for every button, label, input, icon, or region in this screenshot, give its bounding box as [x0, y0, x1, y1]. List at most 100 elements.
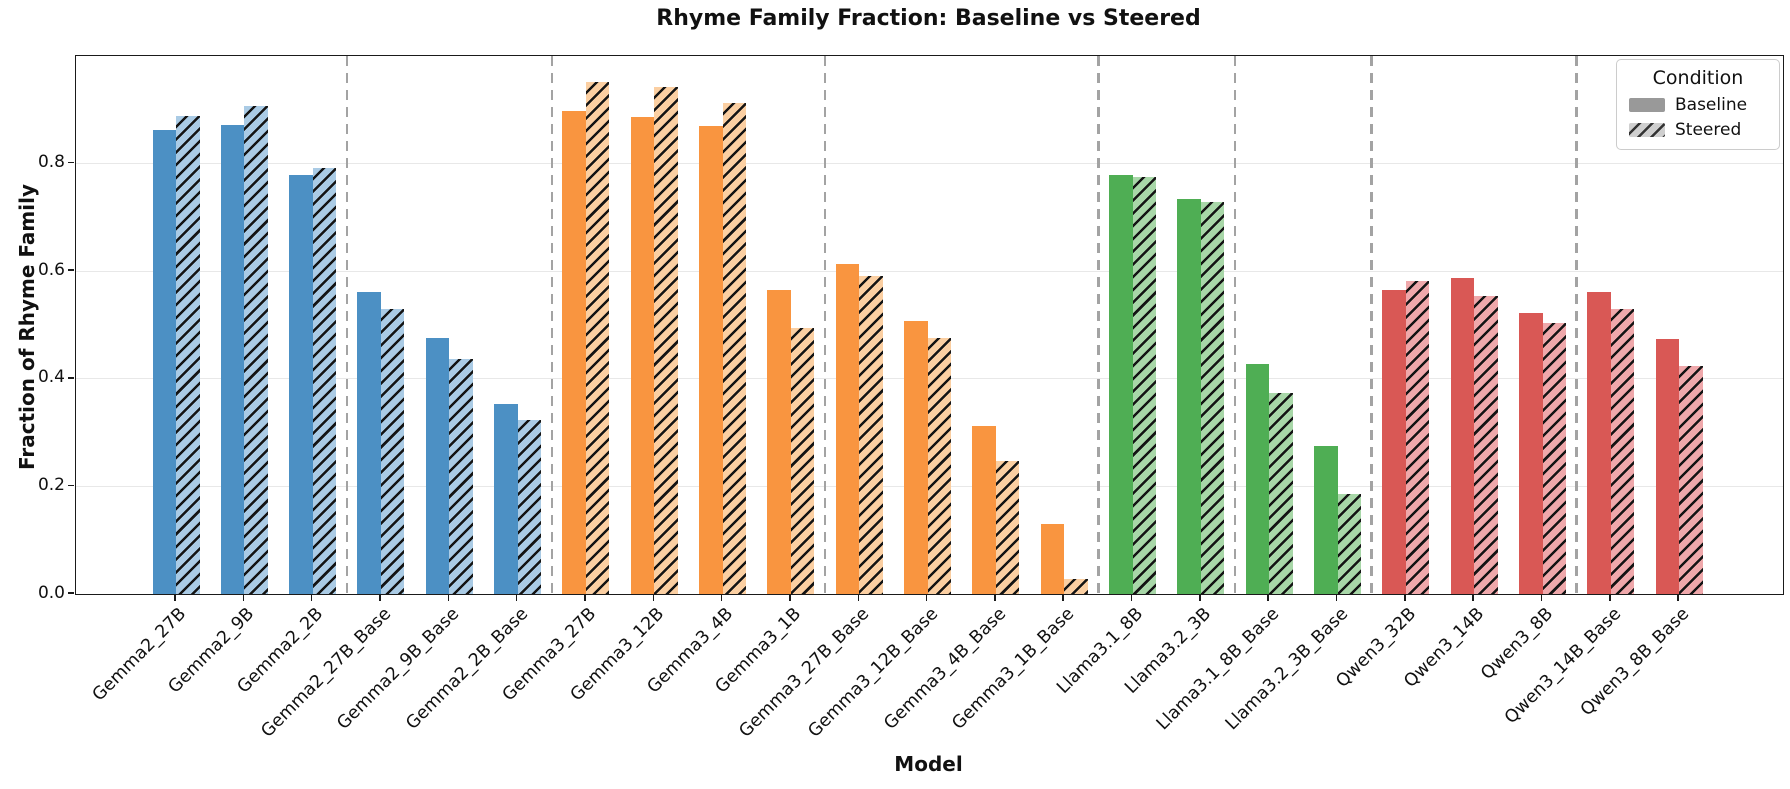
bar-baseline-Llama3.2_3B_Base: [1314, 446, 1338, 594]
x-tick-mark: [1335, 594, 1338, 601]
x-tick-mark: [1130, 594, 1133, 601]
family-separator: [1233, 56, 1237, 594]
gridline: [76, 163, 1783, 165]
family-separator: [823, 56, 827, 594]
family-separator: [1575, 56, 1579, 594]
x-tick-mark: [1199, 594, 1201, 601]
bar-baseline-Gemma3_4B_Base: [972, 425, 996, 594]
family-separator: [1370, 56, 1374, 594]
bar-baseline-Gemma2_9B: [220, 125, 245, 594]
bar-steered-Gemma3_4B_Base: [995, 461, 1020, 594]
bar-steered-Llama3.2_3B_Base: [1337, 494, 1362, 594]
bar-baseline-Gemma2_9B_Base: [425, 337, 450, 594]
legend-steered-swatch-icon: [1629, 123, 1665, 137]
legend-title: Condition: [1652, 67, 1744, 89]
bar-steered-Gemma3_12B_Base: [927, 338, 952, 594]
bar-steered-Gemma2_9B_Base: [449, 359, 473, 594]
y-tick-label: 0.0: [37, 582, 65, 603]
family-separator: [550, 56, 554, 594]
x-tick-mark: [789, 594, 791, 601]
x-tick-mark: [652, 594, 655, 601]
x-tick-mark: [1677, 594, 1680, 601]
x-tick-mark: [720, 594, 723, 601]
bar-baseline-Gemma3_1B: [767, 289, 791, 594]
bar-baseline-Gemma3_12B_Base: [904, 320, 928, 594]
bar-steered-Llama3.1_8B_Base: [1269, 392, 1293, 594]
bar-baseline-Gemma3_27B: [562, 110, 586, 594]
plot-area: Condition Baseline Steered: [75, 55, 1784, 595]
bar-baseline-Gemma2_27B_Base: [357, 292, 381, 594]
x-axis-label: Model: [894, 752, 963, 776]
bar-steered-Qwen3_32B: [1405, 281, 1430, 594]
x-tick-mark: [310, 594, 313, 601]
bar-baseline-Qwen3_14B: [1450, 277, 1475, 594]
y-tick-mark: [68, 269, 74, 271]
bar-baseline-Llama3.2_3B: [1177, 198, 1201, 594]
y-tick-label: 0.2: [37, 474, 65, 495]
x-tick-mark: [1062, 594, 1065, 601]
x-tick-mark: [925, 594, 928, 601]
bar-steered-Gemma3_12B: [654, 87, 678, 594]
bar-baseline-Gemma2_2B: [289, 174, 313, 594]
bar-baseline-Gemma2_2B_Base: [494, 403, 518, 594]
x-tick-mark: [584, 594, 586, 601]
bar-baseline-Llama3.1_8B: [1109, 174, 1133, 594]
bar-steered-Gemma3_4B: [722, 102, 747, 594]
bar-steered-Qwen3_14B_Base: [1610, 308, 1635, 594]
legend-baseline-swatch-icon: [1629, 98, 1665, 112]
x-tick-mark: [1609, 594, 1611, 601]
bar-steered-Gemma2_9B: [244, 106, 268, 594]
bar-steered-Qwen3_14B: [1474, 295, 1498, 594]
x-tick-mark: [1404, 594, 1406, 601]
x-tick-mark: [174, 594, 176, 601]
bar-baseline-Qwen3_8B_Base: [1655, 339, 1680, 594]
bar-baseline-Qwen3_8B: [1519, 313, 1543, 594]
y-tick-label: 0.8: [37, 152, 65, 173]
legend-steered-label: Steered: [1675, 120, 1742, 140]
bar-baseline-Llama3.1_8B_Base: [1245, 363, 1270, 594]
bar-baseline-Qwen3_32B: [1382, 289, 1406, 594]
y-axis-label: Fraction of Rhyme Family: [15, 184, 39, 470]
bar-steered-Gemma3_27B_Base: [859, 275, 883, 594]
gridline: [76, 270, 1783, 272]
bar-steered-Gemma3_1B_Base: [1064, 579, 1088, 594]
bar-steered-Llama3.2_3B: [1200, 201, 1225, 594]
legend-baseline-label: Baseline: [1675, 95, 1748, 115]
y-tick-mark: [68, 161, 74, 164]
x-tick-mark: [515, 594, 518, 601]
bar-baseline-Gemma3_27B_Base: [835, 263, 860, 594]
legend-entry-steered: Steered: [1629, 120, 1767, 140]
bar-steered-Qwen3_8B_Base: [1679, 366, 1703, 594]
x-tick-mark: [994, 594, 996, 601]
bar-steered-Gemma2_27B_Base: [380, 309, 405, 594]
bar-steered-Gemma2_2B: [312, 168, 337, 594]
bar-steered-Gemma3_1B: [790, 327, 815, 594]
family-separator: [1097, 56, 1100, 594]
family-separator: [345, 56, 349, 594]
x-tick-mark: [379, 594, 381, 601]
x-tick-mark: [1540, 594, 1543, 601]
bar-steered-Gemma3_27B: [585, 81, 610, 594]
legend: Condition Baseline Steered: [1616, 59, 1780, 150]
legend-entry-baseline: Baseline: [1629, 95, 1767, 115]
x-tick-mark: [1267, 594, 1270, 601]
bar-steered-Llama3.1_8B: [1132, 176, 1157, 594]
x-tick-mark: [242, 594, 245, 601]
x-tick-mark: [1472, 594, 1475, 601]
y-tick-label: 0.4: [37, 367, 65, 388]
y-tick-mark: [68, 377, 74, 379]
x-tick-mark: [447, 594, 450, 601]
bar-baseline-Gemma3_4B: [699, 125, 723, 594]
bar-baseline-Gemma3_1B_Base: [1040, 523, 1065, 594]
x-tick-mark: [857, 594, 860, 601]
y-tick-mark: [68, 484, 74, 487]
y-tick-label: 0.6: [37, 259, 65, 280]
bar-steered-Gemma2_2B_Base: [517, 420, 542, 594]
bar-baseline-Gemma3_12B: [630, 116, 655, 594]
y-tick-mark: [68, 592, 74, 594]
bar-steered-Gemma2_27B: [176, 116, 200, 594]
chart-title: Rhyme Family Fraction: Baseline vs Steer…: [656, 6, 1201, 31]
bar-baseline-Gemma2_27B: [152, 130, 176, 594]
bar-baseline-Qwen3_14B_Base: [1587, 292, 1611, 594]
